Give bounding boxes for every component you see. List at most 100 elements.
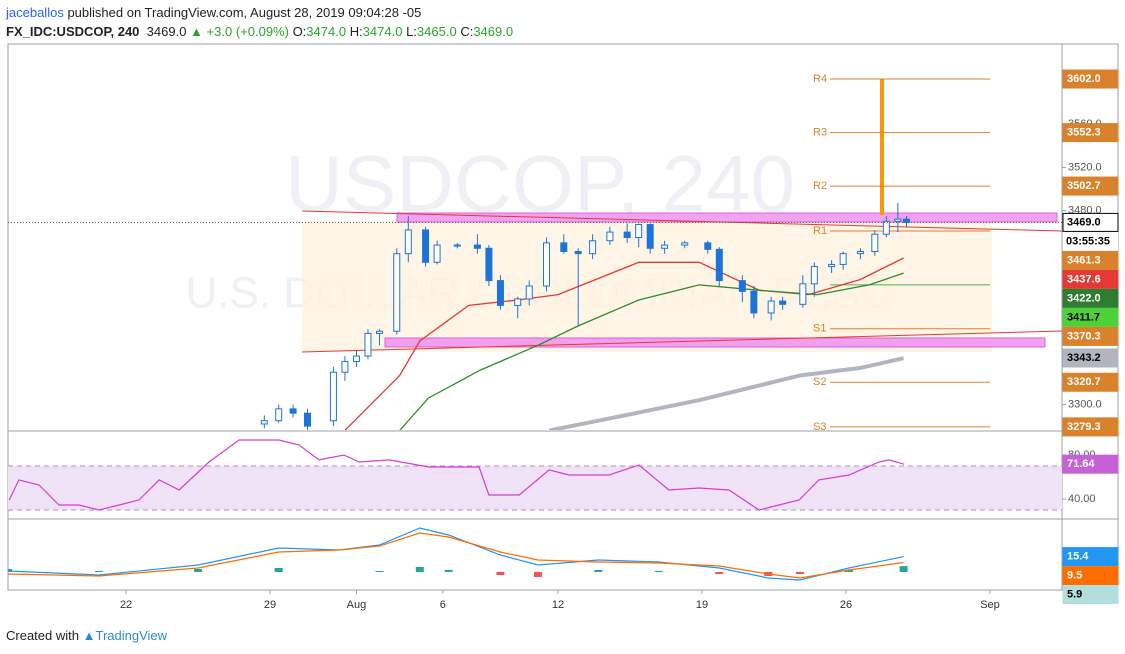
candle-body — [646, 224, 654, 249]
rsi-line — [8, 439, 905, 511]
candle-body — [525, 285, 533, 300]
x-tick-label: 26 — [840, 599, 852, 611]
published: published on TradingView.com, August 28,… — [67, 5, 422, 20]
candle-body — [364, 332, 372, 357]
histogram-bar — [95, 571, 104, 572]
price-label: 15.4 — [1067, 551, 1089, 563]
x-tick-label: Aug — [347, 599, 367, 611]
candle-body — [738, 280, 746, 292]
candle-body — [453, 244, 461, 247]
candle-body — [635, 224, 643, 238]
header: jaceballos published on TradingView.com,… — [6, 3, 513, 41]
histogram-bar — [274, 568, 283, 572]
price-label: 3370.3 — [1067, 330, 1101, 342]
candle-body — [560, 242, 568, 252]
price-label-bg — [1062, 269, 1119, 289]
candle-body — [352, 355, 360, 362]
price-label-bg — [1062, 250, 1119, 270]
x-tick-label: 22 — [120, 599, 132, 611]
ohlc-value: 3469.0 — [473, 24, 514, 39]
candle-body — [375, 330, 383, 334]
candle-body — [810, 266, 818, 285]
candle-body — [329, 371, 337, 422]
candle-body — [303, 412, 311, 427]
candle-body — [485, 247, 493, 282]
histogram-bar — [375, 571, 384, 572]
price-label-bg — [1062, 326, 1119, 346]
candle-body — [828, 263, 836, 268]
price-label: 9.5 — [1067, 570, 1082, 582]
candle-body — [882, 220, 890, 235]
price-label-bg — [1062, 176, 1119, 196]
price-label: 3422.0 — [1067, 292, 1101, 304]
macd-line — [8, 527, 904, 581]
price-label-bg — [1062, 547, 1119, 567]
author[interactable]: jaceballos — [6, 5, 64, 20]
price-label: 3602.0 — [1067, 73, 1101, 85]
ohlc-key: H: — [349, 24, 363, 39]
footer: Created with ▲TradingView — [6, 628, 168, 643]
x-tick-label: 19 — [696, 599, 708, 611]
histogram-bar — [533, 572, 542, 577]
price-label-bg — [1062, 123, 1119, 143]
candle-body — [260, 420, 268, 425]
candle-body — [473, 244, 481, 249]
candle-body — [574, 250, 582, 255]
candle-body — [902, 218, 910, 223]
candle-body — [799, 283, 807, 305]
price-label: 3437.6 — [1067, 273, 1101, 285]
candle-body — [433, 244, 441, 263]
pivot-label: S3 — [813, 421, 826, 433]
candle-body — [422, 229, 430, 263]
zone — [384, 337, 1046, 348]
histogram-bar — [194, 569, 203, 572]
price-label-bg — [1062, 454, 1119, 474]
created: Created with — [6, 628, 79, 643]
candle-body — [856, 250, 864, 255]
pivot-label: S1 — [813, 323, 826, 335]
brand[interactable]: TradingView — [95, 628, 168, 643]
candle-body — [275, 408, 283, 422]
pivot-label: R1 — [813, 225, 827, 237]
ohlc-key: L: — [406, 24, 417, 39]
histogram-bar — [444, 570, 453, 572]
price-label-bg — [1062, 566, 1119, 586]
price: 3469.0 — [146, 24, 187, 39]
ohlc-value: 3474.0 — [362, 24, 403, 39]
ohlc-key: O: — [292, 24, 307, 39]
ohlc-key: C: — [460, 24, 474, 39]
histogram-bar — [715, 572, 724, 574]
ohlc-value: 3465.0 — [416, 24, 457, 39]
symbol: FX_IDC:USDCOP, 240 — [6, 24, 140, 39]
candle-body — [750, 290, 758, 314]
price-label: 3502.7 — [1067, 180, 1101, 192]
histogram-bar — [795, 572, 804, 574]
candle-body — [871, 233, 879, 252]
price-label: 71.64 — [1067, 458, 1095, 470]
price-label: 3343.2 — [1067, 352, 1101, 364]
candle-body — [681, 242, 689, 246]
moving-average — [399, 272, 904, 430]
candle-body — [606, 231, 614, 242]
price-label: 3279.3 — [1067, 421, 1101, 433]
price-label-bg — [1062, 69, 1119, 89]
candle-body — [496, 280, 504, 306]
pivot-label: R4 — [813, 73, 827, 85]
price-label: 3461.3 — [1067, 254, 1101, 266]
histogram-bar — [899, 566, 908, 572]
y-tick-label: 3520.0 — [1068, 161, 1102, 173]
candle-body — [661, 244, 669, 249]
candle-body — [623, 231, 631, 238]
countdown: 03:55:35 — [1066, 235, 1110, 247]
candle-body — [289, 408, 297, 414]
ohlc: O:3474.0 H:3474.0 L:3465.0 C:3469.0 — [293, 24, 514, 39]
zone — [396, 212, 1058, 223]
price-label-bg — [1062, 417, 1119, 437]
pivot-label: R3 — [813, 127, 827, 139]
histogram-bar — [496, 572, 505, 575]
macd-line — [8, 532, 904, 579]
price-label: 5.9 — [1067, 589, 1082, 601]
candle-body — [894, 218, 902, 222]
